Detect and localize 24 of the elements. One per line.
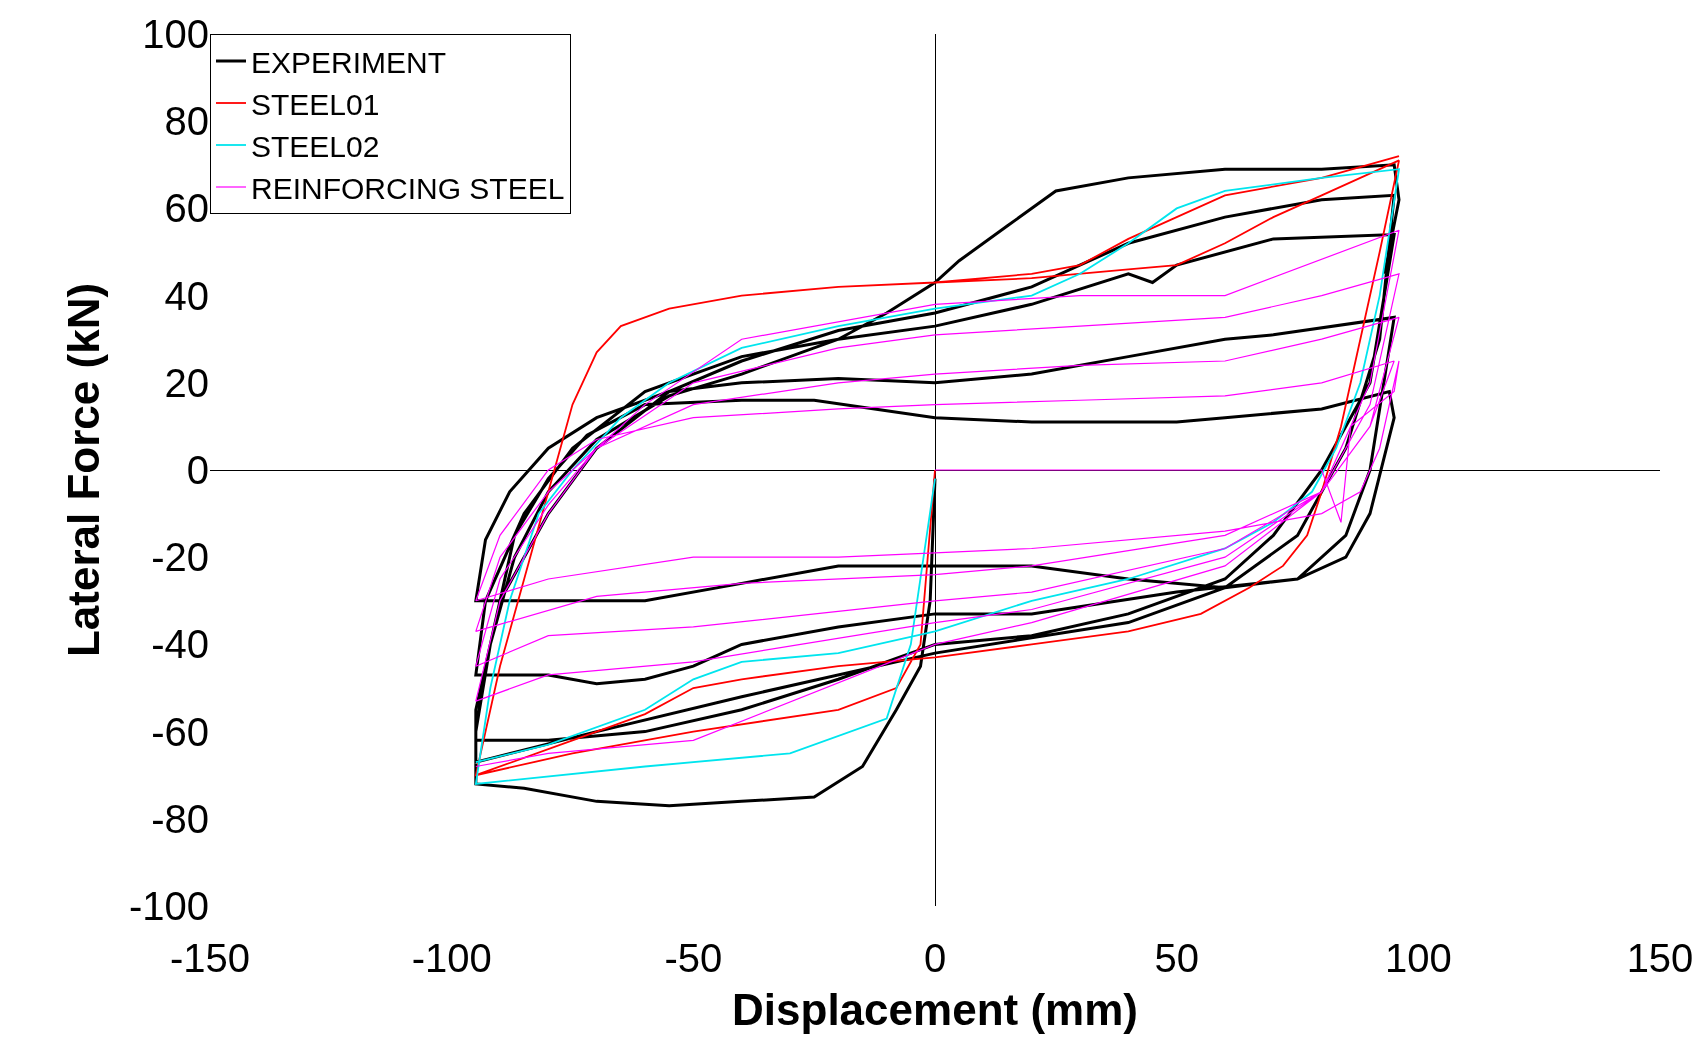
legend-label: REINFORCING STEEL <box>251 171 565 205</box>
x-tick-label: 100 <box>1384 936 1452 980</box>
y-tick-label: -20 <box>151 535 209 580</box>
y-tick-label: 60 <box>164 186 209 231</box>
y-axis-title: Lateral Force (kN) <box>59 282 109 658</box>
legend-label: EXPERIMENT <box>251 45 447 79</box>
legend-label: STEEL02 <box>251 129 380 163</box>
y-tick-label: -40 <box>151 622 209 667</box>
y-tick-label: 40 <box>164 273 209 318</box>
y-tick-label: 100 <box>142 12 209 56</box>
y-tick-label: -60 <box>151 709 209 754</box>
y-tick-label: -100 <box>128 884 209 928</box>
y-tick-label: 80 <box>164 99 209 144</box>
x-tick-label: 0 <box>923 936 947 980</box>
y-tick-label: 0 <box>186 448 209 492</box>
x-tick-label: 50 <box>1154 936 1199 980</box>
y-tick-label: -80 <box>151 796 209 841</box>
x-tick-label: -50 <box>664 936 723 980</box>
legend-label: STEEL01 <box>251 87 380 121</box>
x-axis-title: Displacement (mm) <box>732 985 1138 1035</box>
x-tick-label: 150 <box>1626 936 1694 980</box>
x-tick-label: -150 <box>169 936 251 980</box>
y-tick-label: 20 <box>164 360 209 405</box>
x-tick-label: -100 <box>411 936 492 980</box>
